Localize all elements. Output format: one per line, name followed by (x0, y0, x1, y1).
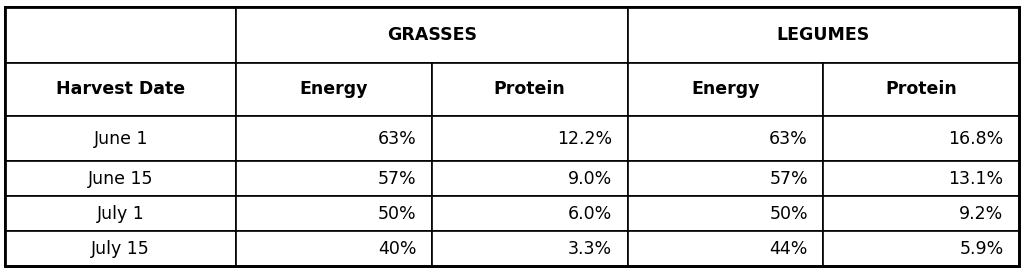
Text: June 15: June 15 (88, 170, 154, 188)
Bar (5, 116, 237, 161)
Text: 57%: 57% (769, 170, 808, 188)
Bar (432, 63, 628, 116)
Text: 9.0%: 9.0% (568, 170, 612, 188)
Text: Protein: Protein (494, 81, 565, 98)
Text: 13.1%: 13.1% (948, 170, 1004, 188)
Text: 40%: 40% (378, 240, 417, 258)
Bar (628, 7, 1019, 63)
Bar (5, 161, 237, 196)
Text: LEGUMES: LEGUMES (776, 26, 869, 44)
Bar (823, 231, 1019, 266)
Bar (823, 63, 1019, 116)
Text: Protein: Protein (885, 81, 956, 98)
Bar (628, 116, 823, 161)
Text: 16.8%: 16.8% (948, 130, 1004, 147)
Text: 5.9%: 5.9% (959, 240, 1004, 258)
Bar (432, 196, 628, 231)
Text: Harvest Date: Harvest Date (56, 81, 185, 98)
Bar (237, 63, 432, 116)
Text: 63%: 63% (378, 130, 417, 147)
Bar (432, 161, 628, 196)
Text: 9.2%: 9.2% (959, 205, 1004, 222)
Bar (5, 196, 237, 231)
Bar (628, 161, 823, 196)
Bar (237, 116, 432, 161)
Bar (5, 63, 237, 116)
Text: Energy: Energy (691, 81, 760, 98)
Text: 57%: 57% (378, 170, 417, 188)
Text: June 1: June 1 (93, 130, 147, 147)
Text: 44%: 44% (769, 240, 808, 258)
Text: 12.2%: 12.2% (557, 130, 612, 147)
Bar (5, 231, 237, 266)
Bar (823, 116, 1019, 161)
Bar (432, 231, 628, 266)
Text: 50%: 50% (378, 205, 417, 222)
Bar (628, 196, 823, 231)
Text: July 1: July 1 (97, 205, 144, 222)
Bar (5, 7, 237, 63)
Bar (823, 161, 1019, 196)
Bar (237, 231, 432, 266)
Bar (432, 116, 628, 161)
Bar (237, 7, 628, 63)
Bar (237, 196, 432, 231)
Bar (628, 63, 823, 116)
Bar (823, 196, 1019, 231)
Text: 63%: 63% (769, 130, 808, 147)
Bar (628, 231, 823, 266)
Text: 3.3%: 3.3% (568, 240, 612, 258)
Bar (237, 161, 432, 196)
Text: GRASSES: GRASSES (387, 26, 477, 44)
Text: 6.0%: 6.0% (568, 205, 612, 222)
Text: July 15: July 15 (91, 240, 151, 258)
Text: 50%: 50% (769, 205, 808, 222)
Text: Energy: Energy (300, 81, 369, 98)
